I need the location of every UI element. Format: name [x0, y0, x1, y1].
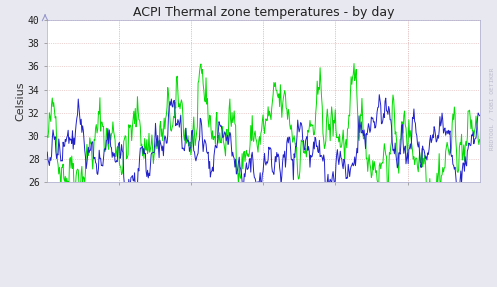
Text: 29.00: 29.00 [157, 234, 186, 245]
Y-axis label: Celsius: Celsius [15, 82, 25, 121]
Text: 32.75: 32.75 [375, 214, 405, 224]
Text: 30.63: 30.63 [375, 234, 405, 245]
Text: Last update: Wed Nov 13 10:30:58 2024: Last update: Wed Nov 13 10:30:58 2024 [138, 255, 359, 265]
Text: 28.00: 28.00 [157, 214, 186, 224]
Text: 29.53: 29.53 [296, 214, 326, 224]
Text: 26.41: 26.41 [226, 234, 256, 245]
Text: RRDTOOL / TOBI OETIKER: RRDTOOL / TOBI OETIKER [490, 68, 495, 150]
Text: x86_pkg_temp: x86_pkg_temp [32, 214, 104, 225]
Text: x86_pkg_temp: x86_pkg_temp [32, 234, 104, 245]
Text: Max:: Max: [375, 191, 399, 201]
Text: 28.43: 28.43 [296, 234, 326, 245]
Title: ACPI Thermal zone temperatures - by day: ACPI Thermal zone temperatures - by day [133, 6, 394, 19]
Text: 27.37: 27.37 [226, 214, 256, 224]
Text: Avg:: Avg: [296, 191, 320, 201]
Text: Cur:: Cur: [157, 191, 180, 201]
Text: Min:: Min: [226, 191, 250, 201]
Text: Munin 2.0.73: Munin 2.0.73 [219, 275, 278, 284]
